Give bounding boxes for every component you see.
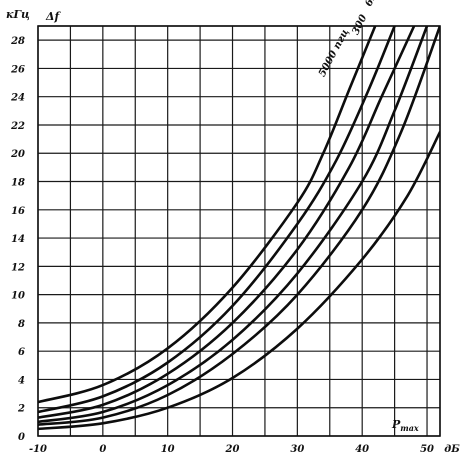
- x-tick-label: 40: [355, 444, 369, 455]
- y-tick-label: 24: [10, 93, 25, 104]
- series-label: 5000 пгц: [317, 27, 351, 78]
- curves: [38, 26, 440, 431]
- x-tick-label: 20: [225, 444, 240, 455]
- y-tick-label: 20: [10, 149, 25, 160]
- x-tick-label: 10: [161, 444, 175, 455]
- y-tick-label: 14: [11, 234, 25, 245]
- x-tick-label: 0: [99, 444, 106, 455]
- series-line-4: [38, 26, 440, 426]
- y-tick-label: 8: [18, 319, 25, 330]
- y-axis-label: Δf: [45, 10, 62, 23]
- series-label: 650: [363, 0, 382, 8]
- y-tick-label: 10: [11, 291, 25, 302]
- x-tick-label: 50: [420, 444, 434, 455]
- series-line-5: [38, 130, 440, 431]
- series-line-3: [38, 26, 429, 424]
- y-tick-label: 12: [11, 262, 25, 273]
- x-axis-label: Pmax: [391, 418, 419, 433]
- y-tick-label: 4: [18, 375, 25, 386]
- series-line-1: [38, 26, 396, 414]
- tick-labels: -10 0 10 20 30 40 50 дБ024681012141618202224262…: [10, 36, 460, 455]
- plot-frame: [37, 25, 441, 437]
- y-tick-label: 28: [10, 36, 25, 47]
- y-tick-label: 6: [18, 347, 25, 358]
- y-tick-label: 16: [11, 206, 25, 217]
- y-tick-label: 0: [18, 432, 25, 443]
- y-tick-label: 22: [10, 121, 25, 132]
- y-tick-label: 26: [10, 64, 25, 75]
- y-unit-label: кГц: [6, 8, 30, 21]
- series-label: 300: [350, 13, 369, 37]
- grid: [37, 25, 441, 437]
- x-tick-label: дБ: [444, 444, 460, 455]
- y-tick-label: 18: [11, 178, 25, 189]
- x-axis-label-sub: max: [400, 423, 419, 433]
- x-tick-label: 30: [290, 444, 304, 455]
- x-axis-label-main: P: [391, 418, 401, 431]
- y-tick-label: 2: [17, 404, 25, 415]
- x-tick-label: -10: [29, 444, 47, 455]
- series-line-2: [38, 26, 416, 419]
- series-line-0: [38, 26, 377, 404]
